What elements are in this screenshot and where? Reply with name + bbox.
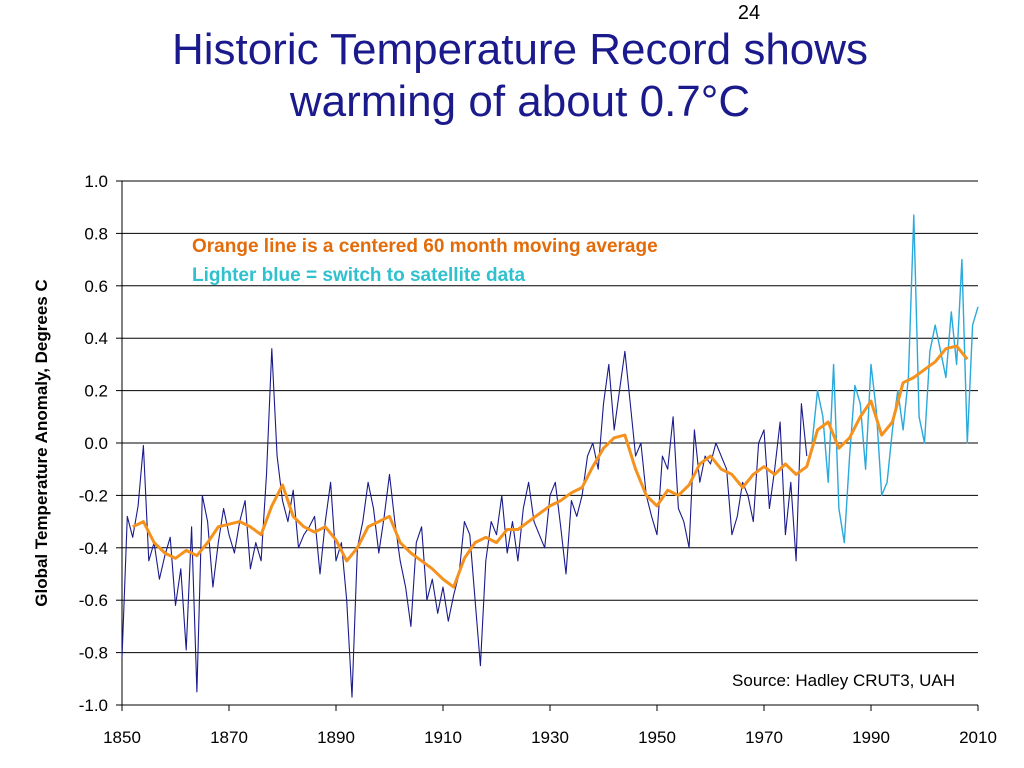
y-tick-label: 1.0 [84,172,108,191]
annotation-satellite: Lighter blue = switch to satellite data [192,265,526,286]
y-tick-label: -0.8 [79,644,108,663]
series-moving-average [132,344,969,589]
slide-number: 24 [737,2,761,24]
x-tick-label: 1910 [424,728,462,747]
series-monthly-surface [121,348,808,698]
y-tick-label: -1.0 [79,696,108,715]
chart-axes [116,180,979,711]
tick-labels: 1.0 0.8 0.6 0.4 0.2 0.0 -0.2 -0.4 -0.6 -0.8 -1.0 18… [79,172,997,747]
y-axis-label: Global Temperature Anomaly, Degrees C [32,279,51,607]
x-tick-label: 1950 [638,728,676,747]
y-tick-label: -0.4 [79,539,108,558]
y-tick-label: -0.6 [79,591,108,610]
slide-title-line-2: warming of about 0.7°C [289,77,751,126]
y-tick-label: 0.6 [84,277,108,296]
gridlines [122,180,978,706]
y-tick-label: 0.8 [84,224,108,243]
x-tick-label: 2010 [959,728,997,747]
x-tick-label: 1890 [317,728,355,747]
y-tick-label: 0.2 [84,382,108,401]
x-tick-label: 1870 [210,728,248,747]
x-tick-label: 1990 [852,728,890,747]
x-tick-label: 1930 [531,728,569,747]
x-tick-label: 1850 [103,728,141,747]
y-tick-label: -0.2 [79,486,108,505]
slide-title-line-1: Historic Temperature Record shows [171,25,869,74]
series-monthly-satellite [811,214,979,544]
slide-title: Historic Temperature Record shows warmin… [60,24,980,128]
x-tick-label: 1970 [745,728,783,747]
annotation-moving-average: Orange line is a centered 60 month movin… [192,236,658,257]
y-tick-label: 0.0 [84,434,108,453]
series-layer [121,214,979,698]
source-note: Source: Hadley CRUT3, UAH [732,671,955,690]
y-tick-label: 0.4 [84,329,108,348]
